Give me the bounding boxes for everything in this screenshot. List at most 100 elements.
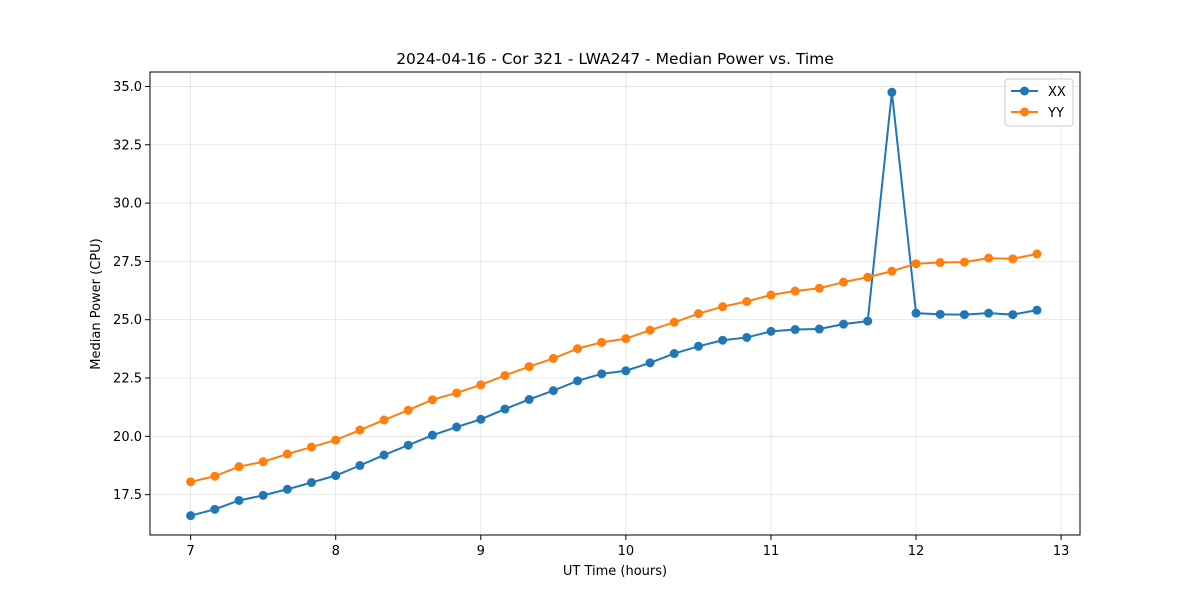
series-yy-point (1008, 254, 1018, 264)
series-xx-point (669, 349, 679, 359)
series-xx-point (887, 87, 897, 97)
series-xx-point (766, 326, 776, 336)
y-tick-label: 35.0 (113, 80, 142, 95)
series-yy-point (234, 462, 244, 472)
series-xx-point (573, 376, 583, 386)
series-xx-point (863, 316, 873, 326)
series-xx-point (959, 310, 969, 320)
series-yy-point (573, 344, 583, 354)
series-xx-point (282, 484, 292, 494)
x-tick-label: 10 (618, 544, 635, 559)
series-xx-point (355, 460, 365, 470)
x-tick-label: 7 (186, 544, 194, 559)
series-xx-point (814, 324, 824, 334)
series-yy-point (645, 325, 655, 335)
series-xx-point (1008, 310, 1018, 320)
series-xx-point (935, 309, 945, 319)
series-yy-point (548, 353, 558, 363)
series-yy-point (718, 302, 728, 312)
series-yy-point (766, 290, 776, 300)
series-xx-point (427, 430, 437, 440)
series-yy-point (959, 257, 969, 267)
x-axis-label: UT Time (hours) (563, 564, 667, 579)
x-tick-label: 11 (763, 544, 780, 559)
plot-area (149, 71, 1081, 536)
series-yy-point (452, 388, 462, 398)
series-yy-point (210, 471, 220, 481)
x-axis: 7 8 9 10 11 12 13 (186, 535, 1069, 559)
series-yy-point (790, 286, 800, 296)
series-yy-point (839, 277, 849, 287)
series-yy-point (742, 297, 752, 307)
y-tick-label: 20.0 (113, 430, 142, 445)
series-yy-point (258, 457, 268, 467)
series-yy-point (693, 309, 703, 319)
x-tick-label: 9 (477, 544, 485, 559)
series-yy-point (331, 435, 341, 445)
legend-yy-marker (1020, 107, 1029, 117)
series-xx-point (379, 450, 389, 460)
series-xx-point (500, 404, 510, 414)
x-tick-label: 12 (908, 544, 925, 559)
series-yy-point (186, 477, 196, 487)
series-xx-point (452, 422, 462, 432)
series-yy-point (427, 395, 437, 405)
series-xx-point (1032, 305, 1042, 315)
legend-xx-label: XX (1048, 85, 1066, 100)
legend-yy-label: YY (1047, 106, 1064, 121)
legend: XX YY (1004, 78, 1074, 127)
series-xx-point (331, 471, 341, 481)
series-xx-point (476, 414, 486, 424)
series-xx-point (403, 440, 413, 450)
series-yy-point (282, 449, 292, 459)
series-xx (186, 87, 1042, 521)
y-tick-label: 22.5 (113, 372, 142, 387)
series-yy-point (597, 337, 607, 347)
series-yy-point (403, 405, 413, 415)
axes-background (150, 72, 1080, 535)
y-tick-label: 27.5 (113, 255, 142, 270)
series-layer (186, 87, 1042, 521)
series-yy-point (621, 334, 631, 344)
series-yy-point (379, 415, 389, 425)
series-xx-point (645, 358, 655, 368)
series-yy-point (935, 258, 945, 268)
series-yy-point (984, 253, 994, 263)
series-yy-point (500, 370, 510, 380)
y-tick-label: 32.5 (113, 138, 142, 153)
x-tick-label: 13 (1053, 544, 1070, 559)
x-tick-label: 8 (332, 544, 340, 559)
series-yy-point (476, 380, 486, 390)
series-xx-point (597, 369, 607, 379)
series-yy (186, 249, 1042, 487)
series-xx-point (790, 325, 800, 335)
y-tick-label: 25.0 (113, 313, 142, 328)
series-yy-point (355, 425, 365, 435)
series-xx-point (210, 504, 220, 514)
series-yy-point (887, 266, 897, 276)
y-tick-label: 17.5 (113, 488, 142, 503)
legend-xx-marker (1020, 86, 1029, 96)
series-yy-point (814, 283, 824, 293)
series-xx-point (258, 490, 268, 500)
series-xx-point (621, 366, 631, 376)
series-yy-point (669, 317, 679, 327)
series-xx-point (693, 341, 703, 351)
y-axis: 17.5 20.0 22.5 25.0 27.5 30.0 32.5 35.0 (113, 80, 150, 503)
series-xx-point (307, 478, 317, 488)
series-xx-point (186, 511, 196, 521)
series-xx-point (911, 308, 921, 318)
axes-frame (149, 71, 1081, 536)
series-yy-point (1032, 249, 1042, 259)
series-yy-point (911, 259, 921, 269)
series-xx-point (742, 332, 752, 342)
y-axis-label: Median Power (CPU) (89, 238, 104, 369)
series-xx-point (548, 386, 558, 396)
series-xx-point (524, 394, 534, 404)
y-tick-label: 30.0 (113, 197, 142, 212)
series-yy-point (863, 272, 873, 282)
series-xx-point (984, 308, 994, 318)
series-xx-point (234, 495, 244, 505)
grid (150, 72, 1080, 535)
